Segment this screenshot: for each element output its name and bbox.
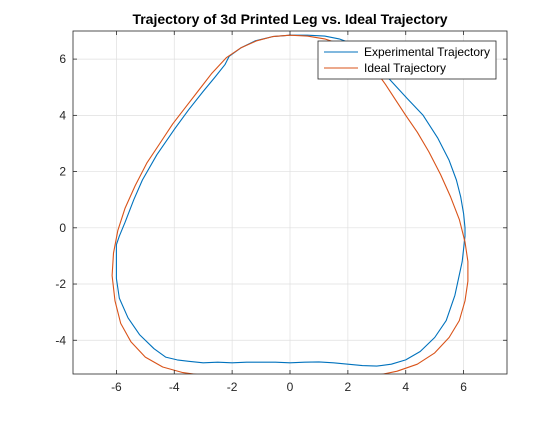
y-tick-label: 6 xyxy=(59,52,66,66)
y-tick-label: -4 xyxy=(55,333,66,347)
y-tick-label: -2 xyxy=(55,277,66,291)
x-tick-label: -6 xyxy=(111,380,122,394)
legend-label: Ideal Trajectory xyxy=(364,61,446,75)
y-tick-label: 0 xyxy=(59,221,66,235)
legend-box xyxy=(317,40,497,80)
chart-title: Trajectory of 3d Printed Leg vs. Ideal T… xyxy=(132,11,447,27)
legend-label: Experimental Trajectory xyxy=(364,45,490,59)
legend: Experimental Trajectory Ideal Trajectory xyxy=(317,40,497,80)
axis-ticks: -6 -4 -2 0 2 4 6 -4 -2 0 2 4 6 xyxy=(55,31,507,394)
x-tick-label: 4 xyxy=(402,380,409,394)
series-line-ideal xyxy=(111,34,469,374)
y-tick-label: 4 xyxy=(59,108,66,122)
x-tick-label: 6 xyxy=(460,380,467,394)
x-tick-label: 0 xyxy=(287,380,294,394)
y-tick-label: 2 xyxy=(59,165,66,179)
x-tick-label: 2 xyxy=(345,380,352,394)
x-tick-label: -2 xyxy=(227,380,238,394)
x-tick-label: -4 xyxy=(169,380,180,394)
